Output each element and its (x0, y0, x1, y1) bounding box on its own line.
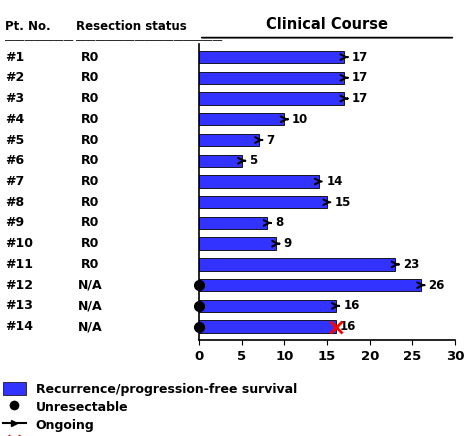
Text: 26: 26 (428, 279, 445, 292)
Text: R0: R0 (81, 113, 99, 126)
Text: R0: R0 (81, 196, 99, 209)
Text: N/A: N/A (78, 300, 102, 312)
Text: R0: R0 (81, 216, 99, 229)
Text: 15: 15 (335, 196, 351, 209)
Text: #2: #2 (5, 72, 24, 84)
Text: 14: 14 (326, 175, 343, 188)
Text: 23: 23 (403, 258, 419, 271)
Text: #13: #13 (5, 300, 33, 312)
Text: 7: 7 (266, 133, 274, 146)
Text: R0: R0 (81, 133, 99, 146)
Text: R0: R0 (81, 175, 99, 188)
Text: #12: #12 (5, 279, 33, 292)
Bar (199, 279, 421, 291)
Text: #5: #5 (5, 133, 24, 146)
Bar (199, 300, 336, 312)
Text: #7: #7 (5, 175, 24, 188)
Bar (199, 154, 242, 167)
Text: 17: 17 (352, 92, 368, 105)
Text: R0: R0 (81, 51, 99, 64)
Text: Resection status: Resection status (76, 20, 187, 33)
Text: Pt. No.: Pt. No. (5, 20, 50, 33)
Text: 10: 10 (292, 113, 308, 126)
Text: N/A: N/A (78, 279, 102, 292)
Text: R0: R0 (81, 92, 99, 105)
Text: #9: #9 (5, 216, 24, 229)
Text: #8: #8 (5, 196, 24, 209)
Text: ―――――――――――――――: ――――――――――――――― (76, 35, 222, 45)
Text: N/A: N/A (78, 320, 102, 333)
Text: ―――――――: ――――――― (5, 35, 73, 45)
Text: #10: #10 (5, 237, 33, 250)
Text: #3: #3 (5, 92, 24, 105)
Text: #6: #6 (5, 154, 24, 167)
Text: 17: 17 (352, 72, 368, 84)
Bar (199, 258, 395, 271)
Text: #4: #4 (5, 113, 24, 126)
Text: #14: #14 (5, 320, 33, 333)
Text: R0: R0 (81, 72, 99, 84)
Bar (199, 92, 344, 105)
Text: R0: R0 (81, 258, 99, 271)
Bar (199, 217, 267, 229)
Bar (199, 51, 344, 63)
Text: R0: R0 (81, 237, 99, 250)
Bar (199, 113, 284, 126)
Text: 5: 5 (249, 154, 258, 167)
Text: #11: #11 (5, 258, 33, 271)
Text: 17: 17 (352, 51, 368, 64)
Text: Clinical Course: Clinical Course (266, 17, 388, 32)
Legend: Recurrence/progression-free survival, Unresectable, Ongoing, Death: Recurrence/progression-free survival, Un… (3, 382, 297, 436)
Bar (199, 196, 327, 208)
Bar (199, 72, 344, 84)
Text: 9: 9 (283, 237, 292, 250)
Text: #1: #1 (5, 51, 24, 64)
Text: 16: 16 (343, 300, 360, 312)
Bar (199, 134, 259, 146)
Text: 8: 8 (275, 216, 283, 229)
Text: 16: 16 (340, 320, 356, 333)
Bar (199, 175, 319, 187)
Text: R0: R0 (81, 154, 99, 167)
Bar (199, 320, 336, 333)
Bar (199, 238, 276, 250)
